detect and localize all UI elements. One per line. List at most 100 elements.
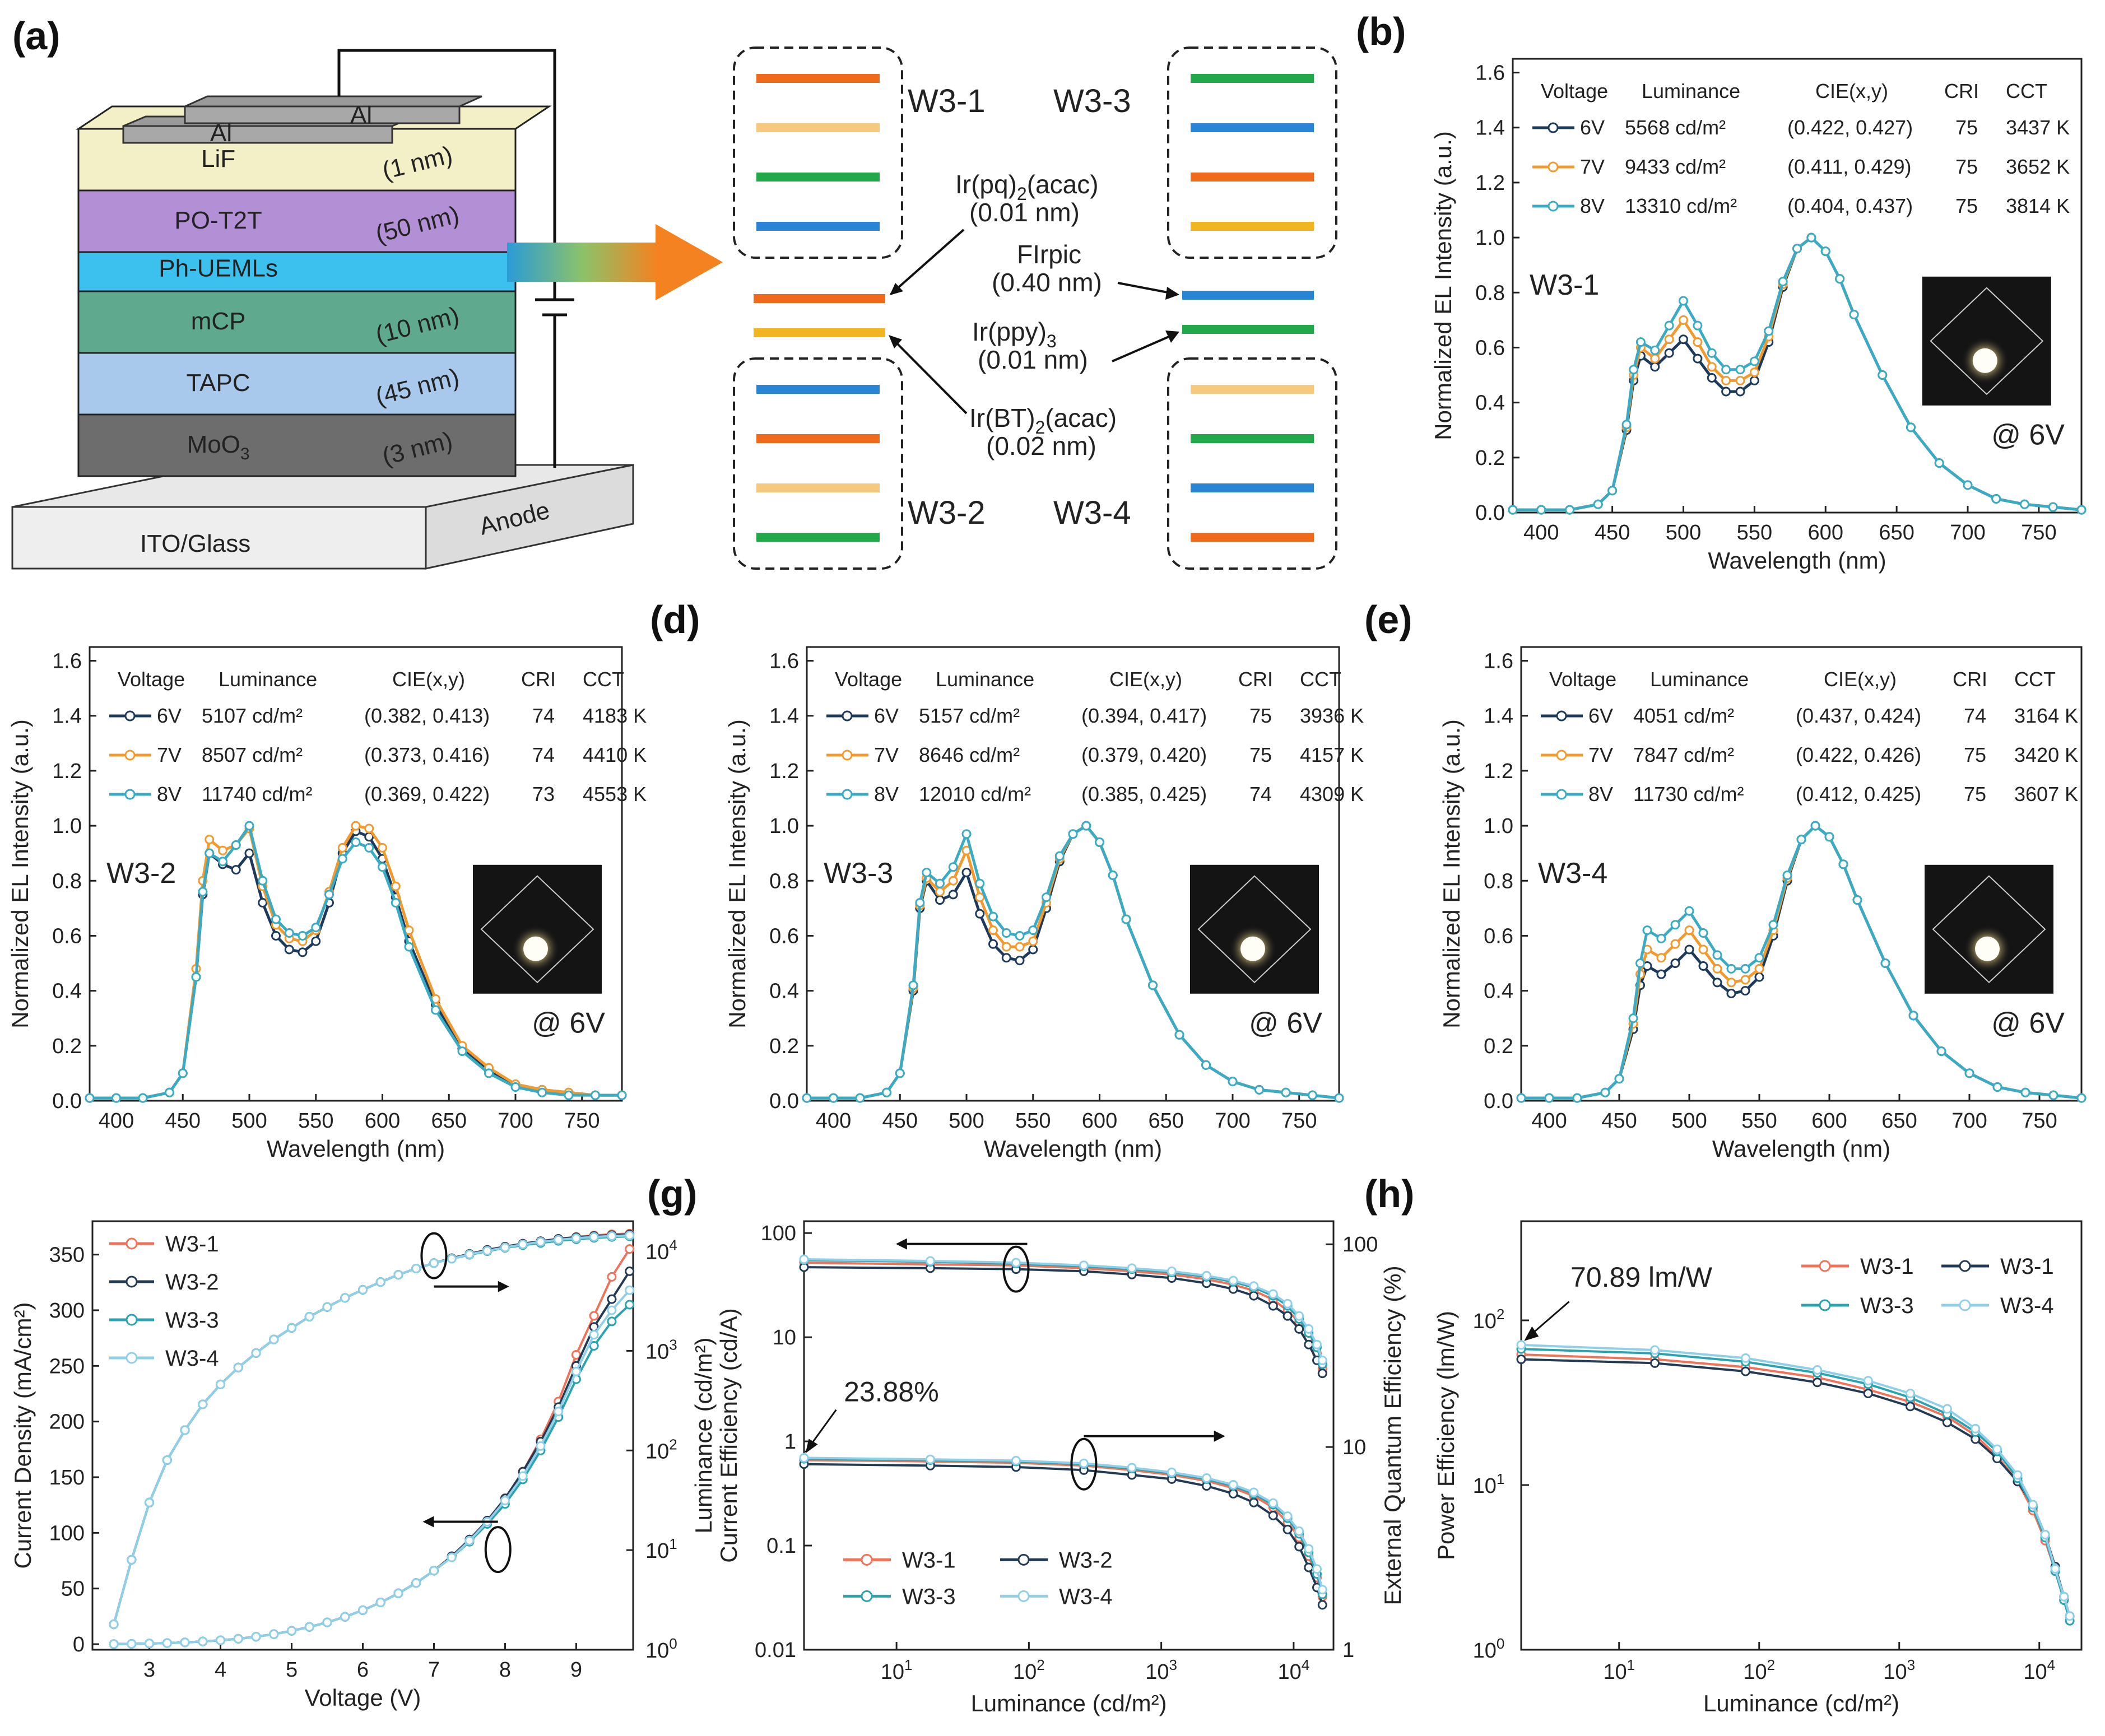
y-tick-label: 350 <box>49 1244 85 1267</box>
data-point <box>895 1068 905 1078</box>
table-cell: 6V <box>1580 116 1605 139</box>
data-point <box>1740 986 1750 996</box>
x-tick-label-exp: 3 <box>1169 1656 1177 1673</box>
y-tick-label: 1.0 <box>1484 815 1513 838</box>
y-tick-label: 1.4 <box>52 705 82 728</box>
data-point <box>271 914 281 924</box>
device-panel: (a) ITO/Glass Anode MoO3 (3 nm)TAPC (45 nm… <box>11 14 1337 570</box>
eqe-point <box>1304 1544 1314 1554</box>
data-point <box>1740 975 1750 985</box>
table-cell: 3652 K <box>2006 155 2070 178</box>
y2-tick-label-base: 10 <box>645 1440 669 1463</box>
ce-point <box>1127 1263 1137 1273</box>
voltage-annotation: @ 6V <box>1249 1007 1322 1040</box>
data-point <box>218 857 227 867</box>
x-tick-label: 104 <box>1278 1656 1310 1684</box>
data-point <box>1963 480 1973 490</box>
data-point <box>1508 505 1518 515</box>
data-point <box>1015 956 1025 966</box>
x-tick-label: 450 <box>1601 1109 1637 1133</box>
legend-marker <box>1959 1260 1971 1272</box>
table-cell: 3437 K <box>2006 116 2070 139</box>
current-point <box>322 1617 332 1627</box>
x-tick-label: 650 <box>1879 521 1914 544</box>
y2-tick-label: 100 <box>1342 1233 1378 1256</box>
data-point <box>1721 375 1731 385</box>
luminance-point <box>145 1497 155 1507</box>
table-cell: 3607 K <box>2014 783 2078 806</box>
x-tick-label: 104 <box>2023 1656 2055 1684</box>
data-point <box>1281 1087 1291 1097</box>
table-cell: 4309 K <box>1300 783 1364 806</box>
luminance-point <box>536 1237 546 1247</box>
arrowhead-irbt <box>889 335 902 348</box>
pe-point <box>1650 1358 1660 1368</box>
luminance-point <box>304 1312 314 1322</box>
ce-point <box>1228 1276 1238 1286</box>
pe-point <box>1812 1377 1822 1388</box>
x-tick-label: 750 <box>2021 521 2056 544</box>
x-tick-label: 700 <box>1215 1109 1250 1133</box>
legend-text: W3-1 <box>2000 1254 2054 1279</box>
data-point <box>1712 950 1722 960</box>
y-tick-label: 0.2 <box>1484 1035 1513 1058</box>
pe-point <box>1516 1340 1526 1350</box>
data-point <box>1028 936 1038 946</box>
pe-point <box>1942 1404 1952 1414</box>
luminance-point <box>482 1246 492 1256</box>
data-point <box>1679 315 1688 325</box>
data-point <box>935 895 945 905</box>
dopant-irbt-name: Ir(BT) <box>969 403 1035 432</box>
data-point <box>2076 1093 2087 1103</box>
data-point <box>1670 939 1680 949</box>
y-tick-label-exp: 1 <box>1497 1470 1504 1487</box>
current-point <box>554 1407 564 1417</box>
current-point <box>340 1612 350 1622</box>
dopant-irpq-thickness: (0.01 nm) <box>969 198 1080 227</box>
data-point <box>988 939 998 949</box>
x-axis-label: Wavelength (nm) <box>1708 547 1886 574</box>
data-point <box>1254 1085 1264 1095</box>
layer-5: MoO3 (3 nm) <box>77 413 517 477</box>
pe-line-W3-3 <box>1521 1348 2071 1621</box>
table-cell: 11740 cd/m² <box>202 783 312 806</box>
table-cell: 4553 K <box>583 783 647 806</box>
current-point <box>145 1639 155 1649</box>
ce-point <box>1282 1298 1293 1309</box>
x-tick-label-base: 10 <box>1278 1660 1302 1684</box>
y2-tick-label: 102 <box>645 1436 677 1463</box>
data-point <box>537 1087 547 1097</box>
pe-annotation-arrowhead <box>1524 1326 1539 1341</box>
layer-name-sub: 3 <box>240 445 250 463</box>
table-cell: 4051 cd/m² <box>1633 704 1734 727</box>
legend-marker <box>1556 750 1567 761</box>
ueml-structures: W3-1 W3-3 W3-2 W3-4 <box>733 46 1337 570</box>
ce-point <box>925 1256 935 1266</box>
x-tick-label-exp: 1 <box>904 1656 912 1673</box>
data-point <box>1679 296 1688 306</box>
table-cell: 74 <box>1249 783 1272 806</box>
luminance-point <box>464 1249 475 1259</box>
eqe-point <box>1312 1564 1322 1574</box>
data-point <box>1081 821 1091 831</box>
arrowhead-firpic <box>1165 287 1179 300</box>
current-point <box>269 1629 279 1639</box>
data-point <box>138 1093 148 1103</box>
data-point <box>284 944 294 955</box>
current-point <box>500 1496 510 1506</box>
y-tick-label: 0.6 <box>52 924 82 948</box>
photo-spot <box>1240 936 1265 961</box>
data-point <box>1148 980 1158 990</box>
pe-point <box>1741 1366 1751 1376</box>
chart-f: (f)3456789050100150200250300350100101102… <box>10 1220 717 1711</box>
luminance-point <box>393 1270 403 1280</box>
pe-point <box>1992 1444 2002 1454</box>
y-axis-label: Normalized EL Intensity (a.u.) <box>1430 131 1456 440</box>
sample-label: W3-4 <box>1538 857 1607 890</box>
data-point <box>218 845 227 855</box>
luminance-point <box>180 1425 190 1435</box>
data-point <box>1735 375 1745 385</box>
table-cell: (0.422, 0.427) <box>1787 116 1913 139</box>
legend-text: W3-4 <box>1059 1584 1113 1609</box>
